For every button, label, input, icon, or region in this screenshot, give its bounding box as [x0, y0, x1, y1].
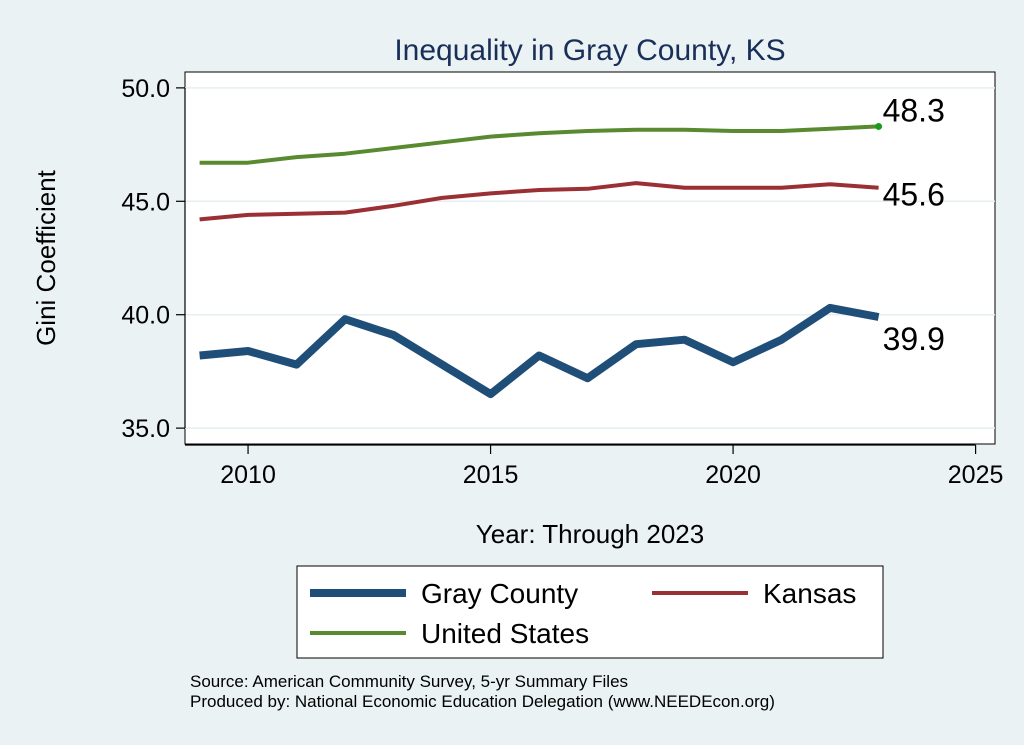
source-note: Source: American Community Survey, 5-yr … — [190, 672, 629, 691]
y-tick-label: 35.0 — [121, 415, 170, 443]
x-axis-title: Year: Through 2023 — [476, 519, 704, 549]
x-tick-label: 2010 — [220, 461, 276, 489]
legend-label: Gray County — [421, 578, 578, 609]
series-line-kansas — [199, 181, 879, 222]
series-layer — [199, 122, 883, 399]
x-tick-label: 2015 — [463, 461, 519, 489]
producer-note: Produced by: National Economic Education… — [190, 692, 775, 711]
x-tick-label: 2025 — [948, 461, 1004, 489]
y-tick-label: 50.0 — [121, 75, 170, 103]
us-end-point — [875, 122, 883, 130]
legend-box — [296, 565, 884, 659]
end-labels: 39.9 45.6 48.3 — [883, 92, 945, 357]
y-axis-title: Gini Coefficient — [31, 169, 61, 346]
series-line-gray-county — [199, 303, 880, 399]
chart-title: Inequality in Gray County, KS — [394, 34, 785, 67]
end-label-gray-county: 39.9 — [883, 321, 945, 357]
y-tick-label: 40.0 — [121, 302, 170, 330]
axes: 35.0 40.0 45.0 50.0 2010 2015 2020 2025 — [121, 75, 1003, 489]
plot-area — [184, 71, 996, 445]
y-tick-label: 45.0 — [121, 188, 170, 216]
legend-label: United States — [421, 618, 589, 649]
legend: Gray County Kansas United States — [296, 565, 884, 659]
series-line-united-states — [199, 124, 879, 165]
legend-label: Kansas — [763, 578, 856, 609]
end-label-kansas: 45.6 — [883, 177, 945, 213]
x-tick-label: 2020 — [705, 461, 761, 489]
end-label-united-states: 48.3 — [883, 92, 945, 128]
